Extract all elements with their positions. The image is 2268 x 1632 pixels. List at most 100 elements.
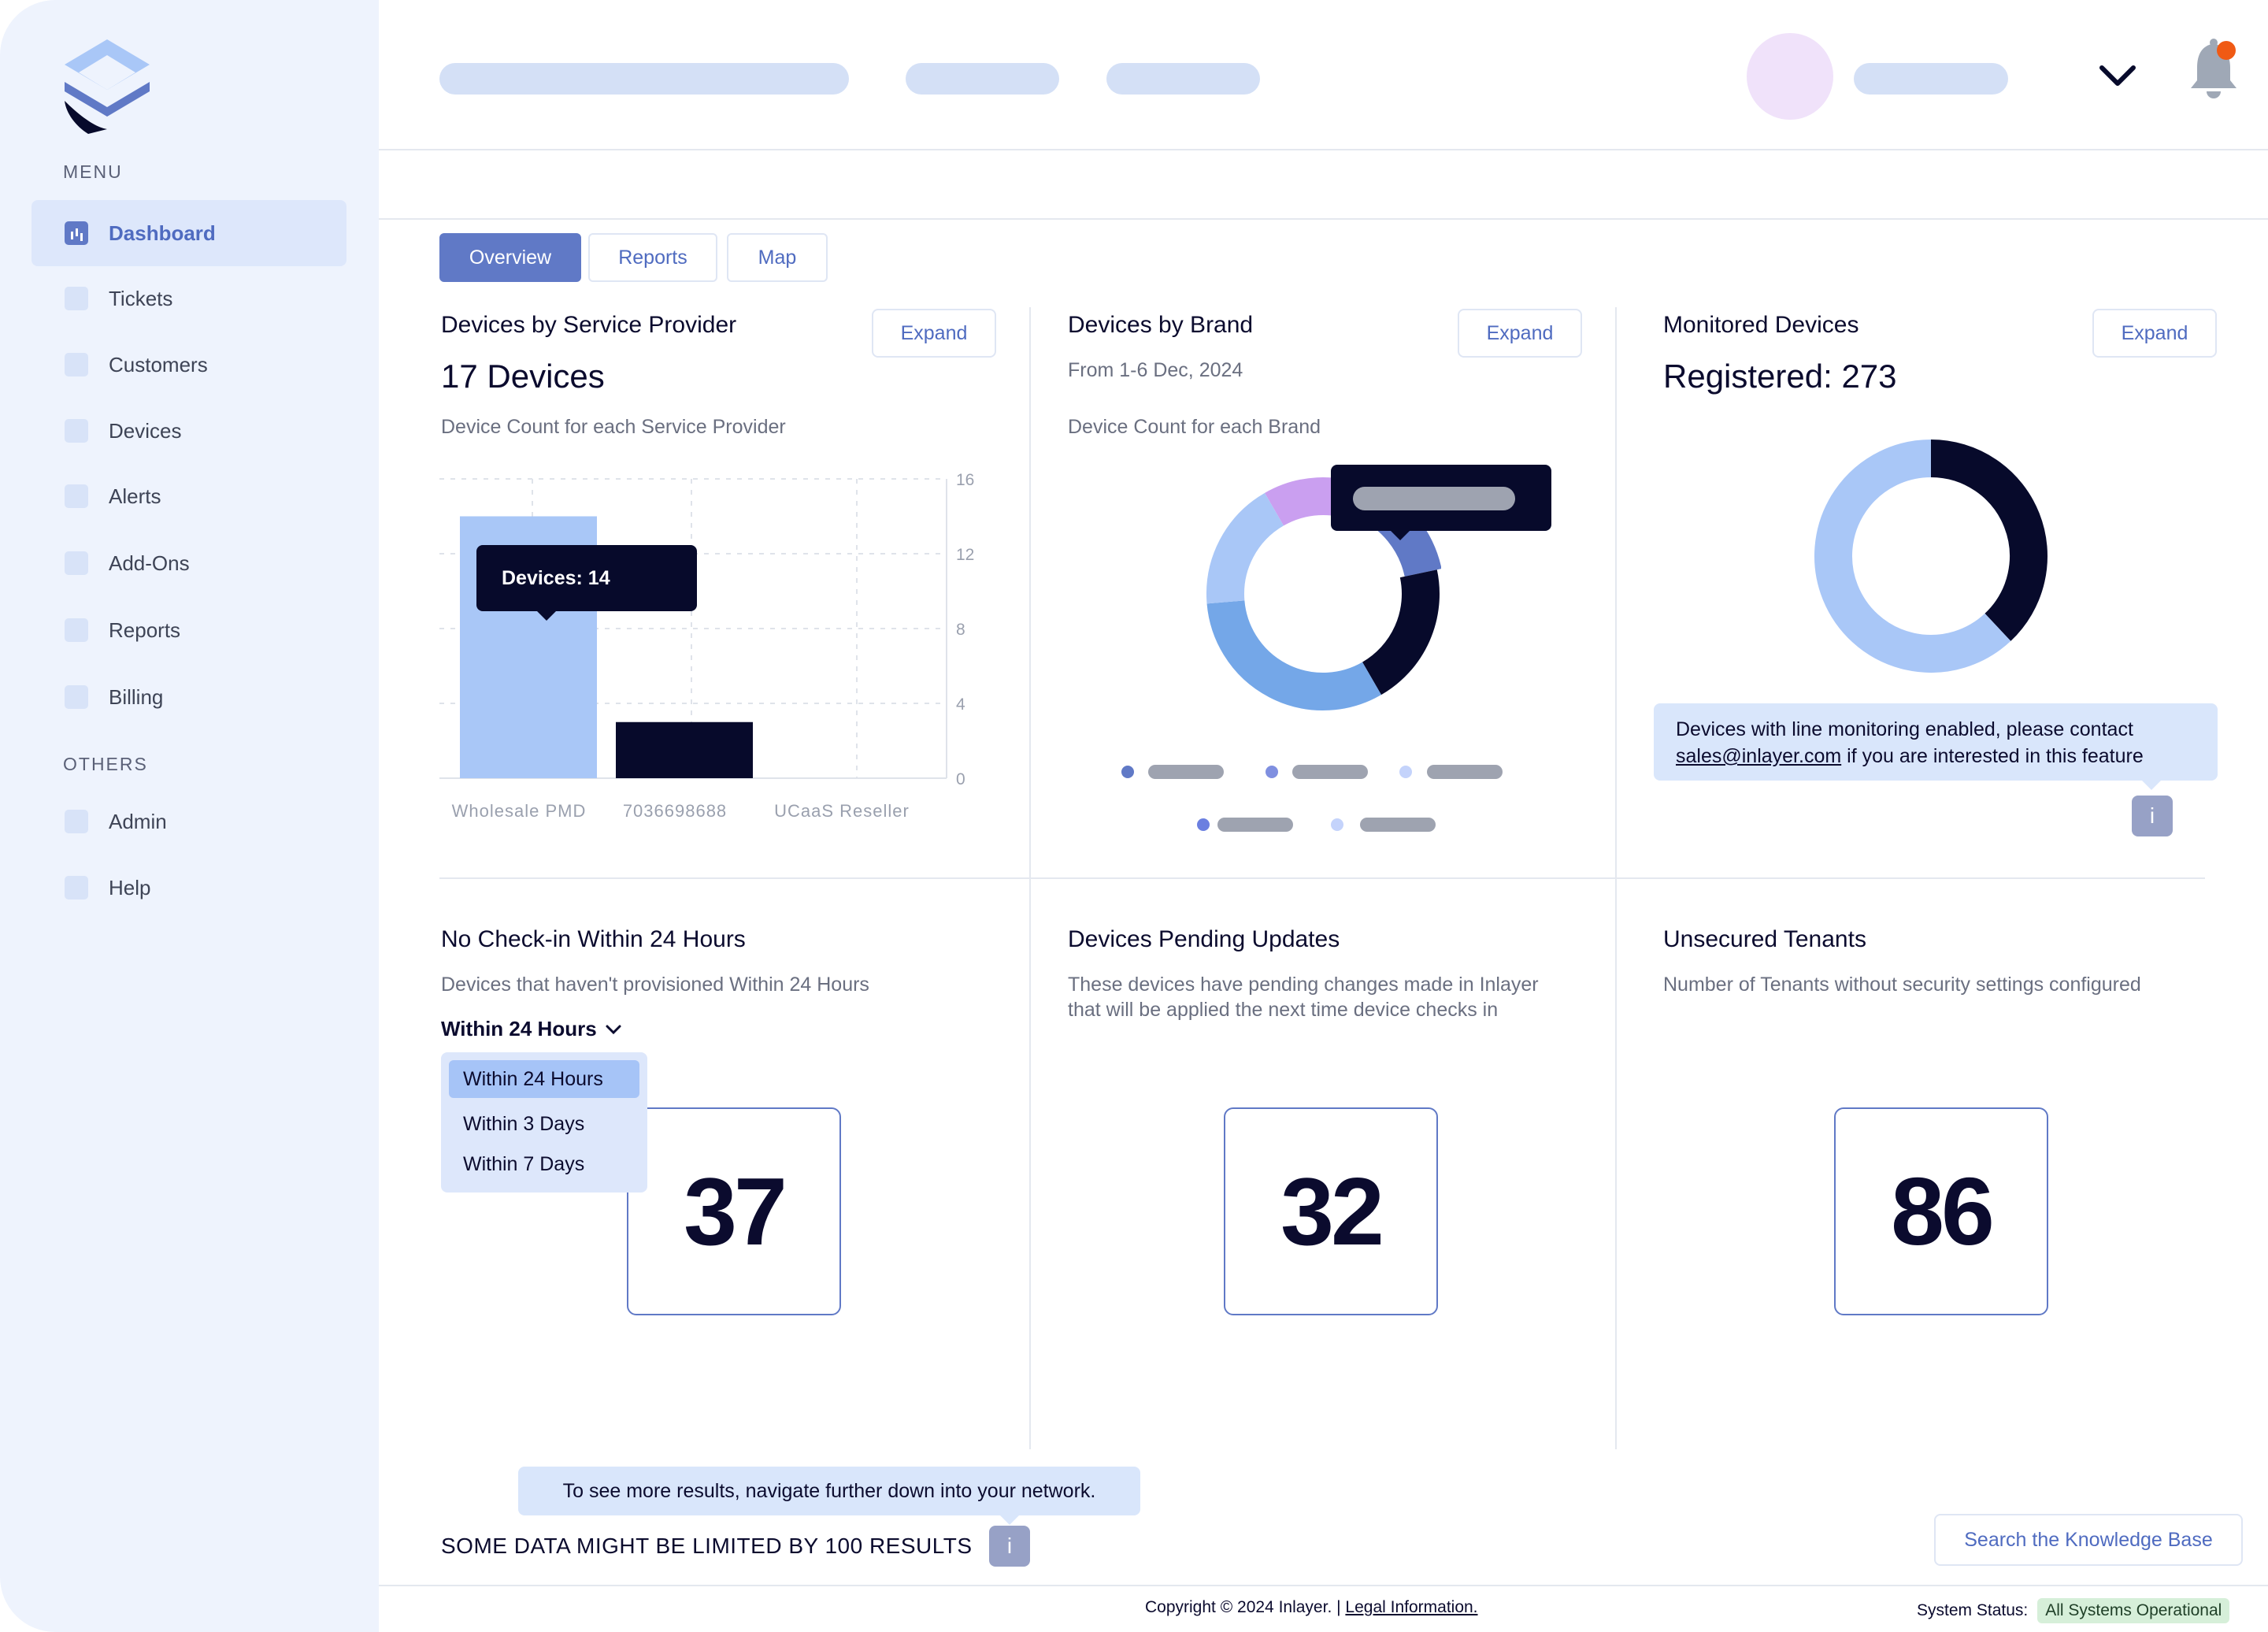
tooltip-pointer (1389, 529, 1411, 540)
no-checkin-count-box[interactable]: 37 (627, 1107, 841, 1315)
time-filter-value: Within 24 Hours (441, 1017, 597, 1040)
card-title: Devices by Brand (1068, 312, 1254, 338)
y-tick-label: 0 (956, 770, 965, 788)
tooltip-pointer (999, 1514, 1021, 1525)
monitoring-note-text: Devices with line monitoring enabled, pl… (1676, 718, 2133, 740)
sidebar-item-alerts[interactable]: Alerts (32, 463, 346, 529)
expand-button[interactable]: Expand (1458, 309, 1582, 358)
legend-label-placeholder (1427, 765, 1503, 779)
info-icon[interactable]: i (989, 1526, 1030, 1567)
row-divider (439, 877, 2205, 879)
copyright-text: Copyright © 2024 Inlayer. | (1145, 1598, 1346, 1616)
donut-tooltip (1331, 465, 1551, 531)
sidebar-item-label: Tickets (109, 286, 173, 310)
legend-dot (1197, 818, 1210, 831)
sidebar-item-label: Devices (109, 418, 182, 443)
sidebar-item-tickets[interactable]: Tickets (32, 265, 346, 332)
sales-email-link[interactable]: sales@inlayer.com (1676, 745, 1842, 767)
dropdown-option[interactable]: Within 7 Days (463, 1152, 585, 1175)
card-subtitle: Device Count for each Service Provider (441, 416, 786, 438)
sidebar-item-billing[interactable]: Billing (32, 664, 346, 730)
monitoring-note-text: if you are interested in this feature (1841, 745, 2144, 767)
donut-slice (1206, 599, 1381, 710)
others-section-label: OTHERS (63, 754, 148, 774)
monitoring-note: Devices with line monitoring enabled, pl… (1654, 703, 2218, 781)
chart-bar-icon (65, 221, 88, 245)
sidebar-item-label: Dashboard (109, 221, 216, 245)
users-icon (65, 353, 88, 376)
card-subtitle: Number of Tenants without security setti… (1663, 974, 2141, 996)
donut-slice (1206, 492, 1284, 604)
tab-reports[interactable]: Reports (588, 233, 717, 282)
search-knowledge-base-button[interactable]: Search the Knowledge Base (1934, 1514, 2243, 1566)
legend-dot (1121, 766, 1134, 778)
copyright: Copyright © 2024 Inlayer. | Legal Inform… (1145, 1598, 1478, 1617)
bar (616, 721, 753, 778)
y-tick-label: 8 (956, 621, 965, 639)
footer-divider (379, 1585, 2268, 1586)
sidebar-item-label: Alerts (109, 484, 161, 508)
x-tick-label: Wholesale PMD (452, 801, 587, 821)
avatar[interactable] (1747, 33, 1833, 120)
sidebar-item-help[interactable]: Help (32, 855, 346, 921)
expand-button[interactable]: Expand (2092, 309, 2217, 358)
inlayer-logo[interactable] (57, 35, 158, 137)
plus-icon (65, 551, 88, 575)
admin-icon (65, 810, 88, 833)
ticket-icon (65, 287, 88, 310)
card-subtitle: Device Count for each Brand (1068, 416, 1321, 438)
alert-icon (65, 484, 88, 508)
sidebar-item-devices[interactable]: Devices (32, 398, 346, 464)
tab-map[interactable]: Map (727, 233, 828, 282)
bell-icon[interactable] (2186, 36, 2246, 101)
pending-count-box[interactable]: 32 (1224, 1107, 1438, 1315)
header-divider (379, 149, 2268, 150)
tooltip-placeholder (1353, 487, 1515, 510)
legend-label-placeholder (1148, 765, 1224, 779)
legal-information-link[interactable]: Legal Information. (1345, 1598, 1478, 1616)
info-icon[interactable]: i (2132, 796, 2173, 836)
card-subtitle: These devices have pending changes made … (1068, 974, 1539, 996)
card-subtitle: that will be applied the next time devic… (1068, 999, 1499, 1021)
legend-dot (1331, 818, 1343, 831)
time-filter-select[interactable]: Within 24 Hours (441, 1017, 622, 1041)
chevron-down-icon[interactable] (2098, 61, 2137, 90)
sidebar-item-reports[interactable]: Reports (32, 597, 346, 663)
time-filter-dropdown: Within 24 Hours Within 3 Days Within 7 D… (441, 1052, 647, 1192)
legend-dot (1266, 766, 1278, 778)
results-limit-note: SOME DATA MIGHT BE LIMITED BY 100 RESULT… (441, 1534, 973, 1558)
dropdown-option[interactable]: Within 24 Hours (449, 1060, 639, 1098)
header-placeholder-link (1106, 63, 1260, 95)
toolbar-divider (379, 218, 2268, 220)
help-icon (65, 876, 88, 899)
sidebar-item-admin[interactable]: Admin (32, 788, 346, 855)
card-title: Devices by Service Provider (441, 312, 737, 338)
menu-section-label: MENU (63, 161, 123, 182)
sidebar-item-add-ons[interactable]: Add-Ons (32, 530, 346, 596)
sidebar-item-label: Add-Ons (109, 551, 190, 575)
stat-value: 32 (1280, 1158, 1384, 1265)
sidebar-item-dashboard[interactable]: Dashboard (32, 200, 346, 266)
legend-dot (1399, 766, 1412, 778)
x-tick-label: UCaaS Reseller (774, 801, 910, 821)
y-tick-label: 16 (956, 471, 974, 489)
stat-value: 37 (684, 1158, 788, 1265)
card-title: No Check-in Within 24 Hours (441, 926, 746, 952)
stat-value: 86 (1891, 1158, 1995, 1265)
tooltip-pointer (2140, 779, 2162, 790)
system-status: System Status: All Systems Operational (1917, 1598, 2230, 1623)
bar-tooltip: Devices: 14 (476, 545, 697, 611)
system-status-label: System Status: (1917, 1601, 2029, 1619)
donut-slice (1814, 440, 2011, 673)
tab-overview[interactable]: Overview (439, 233, 581, 282)
expand-button[interactable]: Expand (872, 309, 996, 358)
unsecured-count-box[interactable]: 86 (1834, 1107, 2048, 1315)
dropdown-option[interactable]: Within 3 Days (463, 1112, 585, 1135)
chevron-down-icon (606, 1025, 621, 1034)
y-tick-label: 4 (956, 695, 965, 714)
header-placeholder-link (906, 63, 1059, 95)
sidebar-item-customers[interactable]: Customers (32, 332, 346, 398)
donut-slice (1930, 440, 2048, 641)
sidebar (0, 0, 379, 1632)
card-title: Devices Pending Updates (1068, 926, 1340, 952)
